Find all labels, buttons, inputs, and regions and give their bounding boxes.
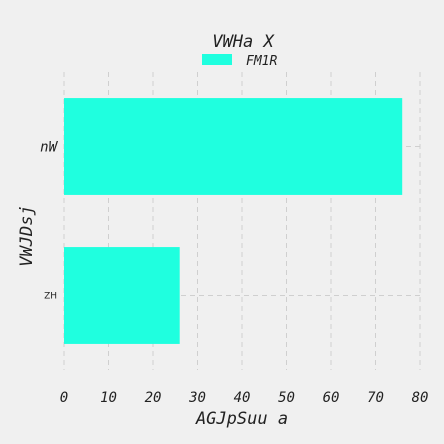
- x-tick-label: 20: [145, 390, 162, 406]
- x-axis-label: AGJpSuu a: [195, 409, 288, 429]
- x-tick-label: 0: [60, 390, 68, 406]
- legend-swatch: [202, 54, 232, 65]
- legend-label: FM1R: [246, 54, 277, 69]
- y-axis-label: VWJDsj: [17, 205, 37, 266]
- x-tick-label: 80: [412, 390, 429, 406]
- x-tick-labels: 0 10 20 30 40 50 60 70 80: [60, 390, 429, 406]
- chart-title: VWHa X: [212, 32, 275, 52]
- bar: [64, 98, 403, 195]
- x-tick-label: 50: [278, 390, 295, 406]
- y-category-label: nW: [40, 140, 58, 156]
- x-tick-label: 60: [323, 390, 340, 406]
- x-tick-label: 10: [100, 390, 117, 406]
- x-tick-label: 70: [367, 390, 384, 406]
- bars-layer: [64, 98, 403, 344]
- x-tick-label: 30: [188, 390, 206, 406]
- x-tick-label: 40: [234, 390, 251, 406]
- legend: FM1R: [202, 54, 277, 69]
- y-category-label: ZH: [44, 292, 57, 302]
- bar: [64, 247, 180, 344]
- category-labels: nW ZH: [40, 140, 58, 302]
